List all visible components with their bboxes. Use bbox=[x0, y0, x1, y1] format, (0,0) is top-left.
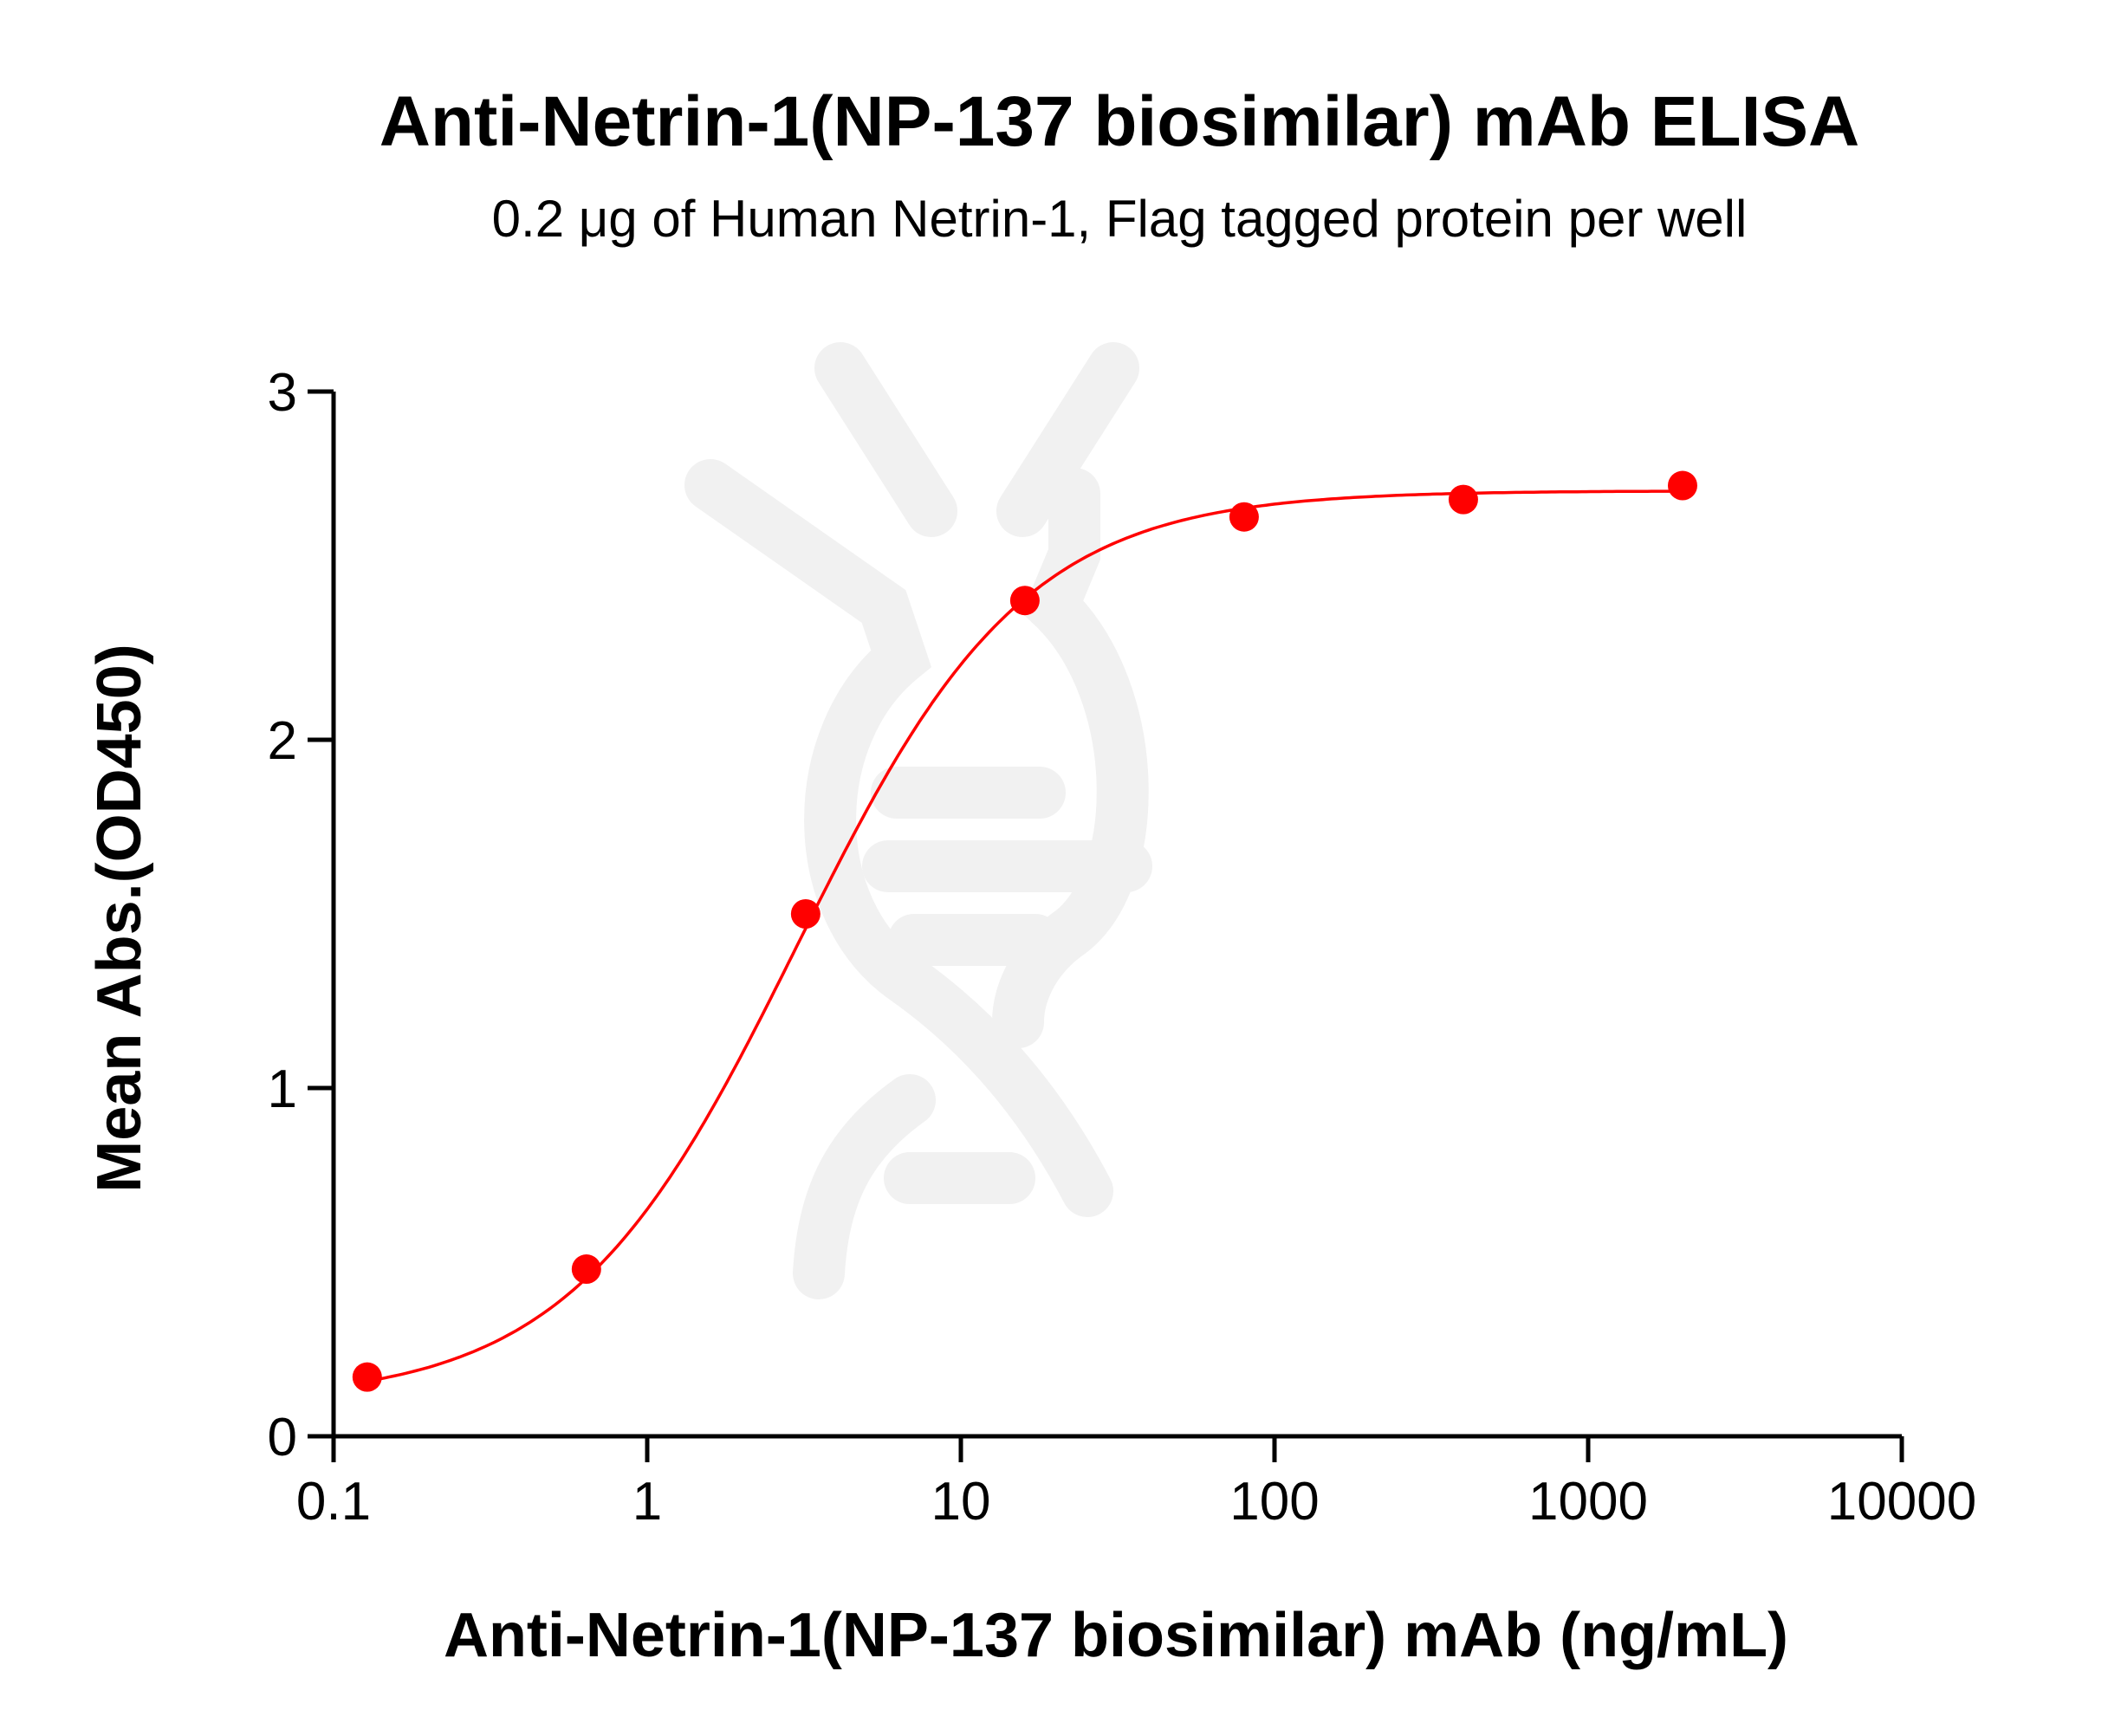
x-tick-label: 100 bbox=[1229, 1472, 1319, 1532]
chart-subtitle: 0.2 μg of Human Netrin-1, Flag tagged pr… bbox=[492, 190, 1748, 248]
x-tick-label: 1000 bbox=[1528, 1472, 1648, 1532]
y-tick-label: 1 bbox=[268, 1059, 297, 1119]
data-point bbox=[1009, 586, 1040, 616]
data-point bbox=[571, 1254, 601, 1285]
data-point bbox=[790, 899, 820, 929]
axes: 0.1 1 10 100 1000 10000 0 1 2 3 bbox=[268, 363, 1977, 1532]
x-axis-label: Anti-Netrin-1(NP-137 biosimilar) mAb (ng… bbox=[444, 1601, 1788, 1670]
x-tick-label: 0.1 bbox=[296, 1472, 371, 1532]
y-tick-label: 3 bbox=[268, 363, 297, 423]
data-points bbox=[352, 470, 1697, 1392]
x-tick-label: 10000 bbox=[1827, 1472, 1976, 1532]
data-point bbox=[352, 1362, 382, 1392]
chart-title: Anti-Netrin-1(NP-137 biosimilar) mAb ELI… bbox=[379, 82, 1860, 161]
data-point bbox=[1667, 470, 1697, 501]
watermark-dna-logo bbox=[684, 342, 1152, 1299]
x-tick-label: 10 bbox=[931, 1472, 991, 1532]
y-tick-label: 0 bbox=[268, 1408, 297, 1467]
y-tick-label: 2 bbox=[268, 711, 297, 771]
x-tick-label: 1 bbox=[632, 1472, 662, 1532]
y-axis-label: Mean Abs.(OD450) bbox=[85, 644, 154, 1192]
data-point bbox=[1448, 484, 1478, 515]
data-point bbox=[1229, 502, 1259, 532]
